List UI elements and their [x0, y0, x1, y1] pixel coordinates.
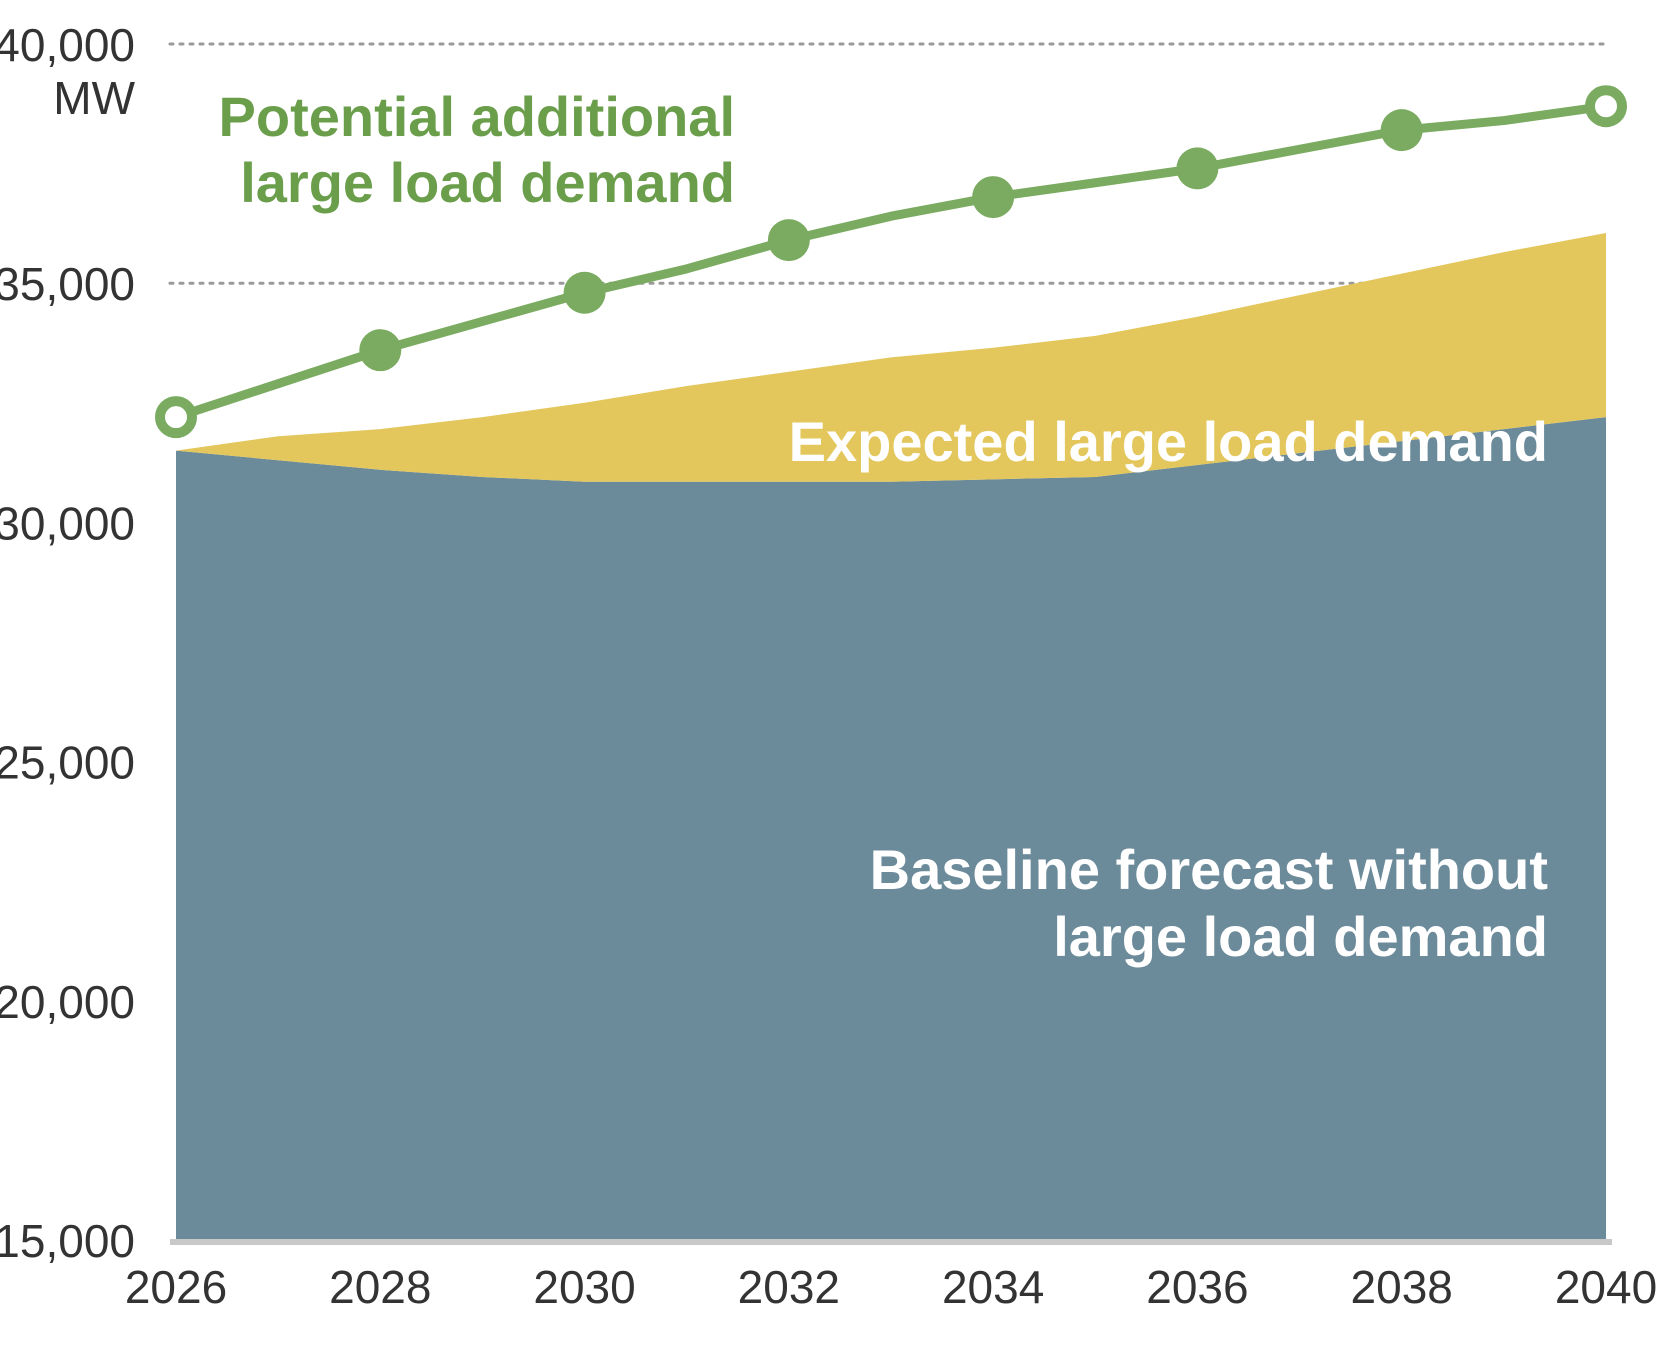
x-tick-label: 2032 — [738, 1261, 840, 1313]
potential-demand-label-line-1: Potential additional — [219, 85, 735, 148]
area-layer — [176, 232, 1606, 1241]
y-tick-label: 15,000 — [0, 1215, 135, 1267]
potential-demand-point-2034 — [972, 176, 1015, 219]
line-layer — [155, 85, 1627, 439]
potential-demand-point-2032 — [767, 219, 810, 262]
y-tick-label: 25,000 — [0, 737, 135, 789]
axis-layer: 15,000 20,000 25,000 30,000 35,000 40,000 2026… — [0, 19, 1657, 1313]
expected-demand-label: Expected large load demand — [789, 410, 1548, 473]
x-tick-label: 2026 — [125, 1261, 227, 1313]
y-tick-label: 20,000 — [0, 976, 135, 1028]
potential-demand-point-2030 — [563, 271, 606, 314]
x-tick-label: 2034 — [942, 1261, 1044, 1313]
y-tick-label: 40,000 — [0, 19, 135, 71]
x-tick-label: 2028 — [329, 1261, 431, 1313]
x-tick-label: 2038 — [1351, 1261, 1453, 1313]
potential-demand-point-2040 — [1585, 85, 1627, 128]
x-tick-label: 2036 — [1146, 1261, 1248, 1313]
potential-demand-line — [171, 101, 1611, 422]
baseline-label-line-2: large load demand — [1053, 905, 1548, 968]
potential-demand-point-2028 — [359, 329, 402, 372]
potential-demand-point-2036 — [1176, 147, 1219, 190]
label-layer: MW Potential additional large load deman… — [53, 72, 1548, 968]
potential-demand-point-2038 — [1380, 109, 1423, 152]
expected-large-load-area — [176, 232, 1606, 482]
grid-layer — [168, 42, 1608, 285]
x-tick-label: 2040 — [1555, 1261, 1657, 1313]
y-tick-label: 35,000 — [0, 258, 135, 310]
x-tick-label: 2030 — [533, 1261, 635, 1313]
potential-demand-point-2026 — [155, 396, 197, 439]
potential-demand-label-line-2: large load demand — [240, 151, 735, 214]
baseline-label-line-1: Baseline forecast without — [870, 838, 1548, 901]
y-tick-label: 30,000 — [0, 497, 135, 549]
y-axis-unit-label: MW — [53, 72, 135, 124]
baseline-forecast-area — [176, 417, 1606, 1241]
